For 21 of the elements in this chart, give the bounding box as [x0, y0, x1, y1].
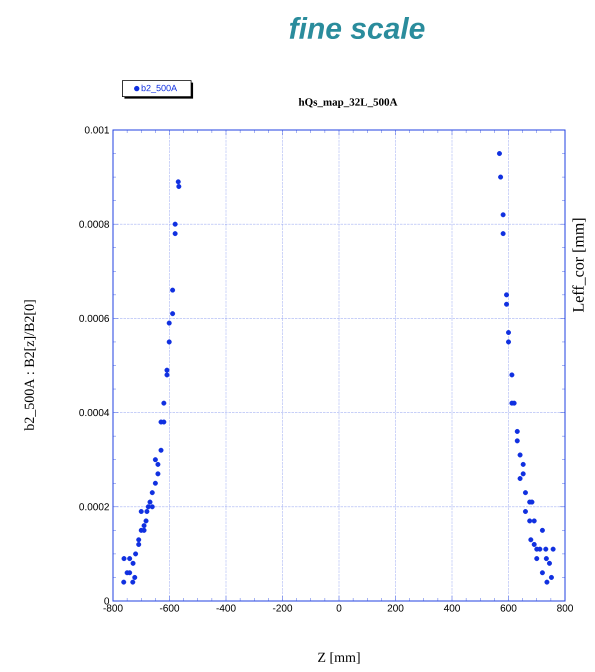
y-tick-label: 0.0008: [79, 220, 110, 228]
y-tick-label: 0: [104, 597, 110, 605]
y-tick-label: 0.0002: [79, 503, 109, 510]
x-axis-title: Z [mm]: [318, 652, 360, 664]
x-tick-label: 200: [388, 604, 404, 612]
x-tick-label: -800: [103, 604, 123, 612]
x-tick-label: 800: [557, 604, 573, 612]
chart-subtitle: hQs_map_32L_500A: [298, 98, 398, 108]
x-tick-label: -400: [216, 604, 236, 612]
chart-title: fine scale: [290, 16, 425, 40]
x-tick-label: 0: [336, 604, 342, 612]
y-tick-label: 0.001: [84, 126, 109, 134]
y-tick-label: 0.0004: [79, 409, 110, 416]
legend-label: b2_500A: [142, 84, 178, 93]
y-axis-title: b2_500A : B2[z]/B2[0]: [24, 300, 36, 431]
x-tick-label: 600: [500, 604, 516, 612]
y2-axis-title: Leff_cor [mm]: [572, 218, 586, 312]
x-tick-label: 400: [444, 604, 460, 612]
y-tick-label: 0.0006: [79, 314, 110, 322]
x-tick-label: -200: [272, 604, 292, 612]
x-tick-label: -600: [160, 604, 180, 612]
